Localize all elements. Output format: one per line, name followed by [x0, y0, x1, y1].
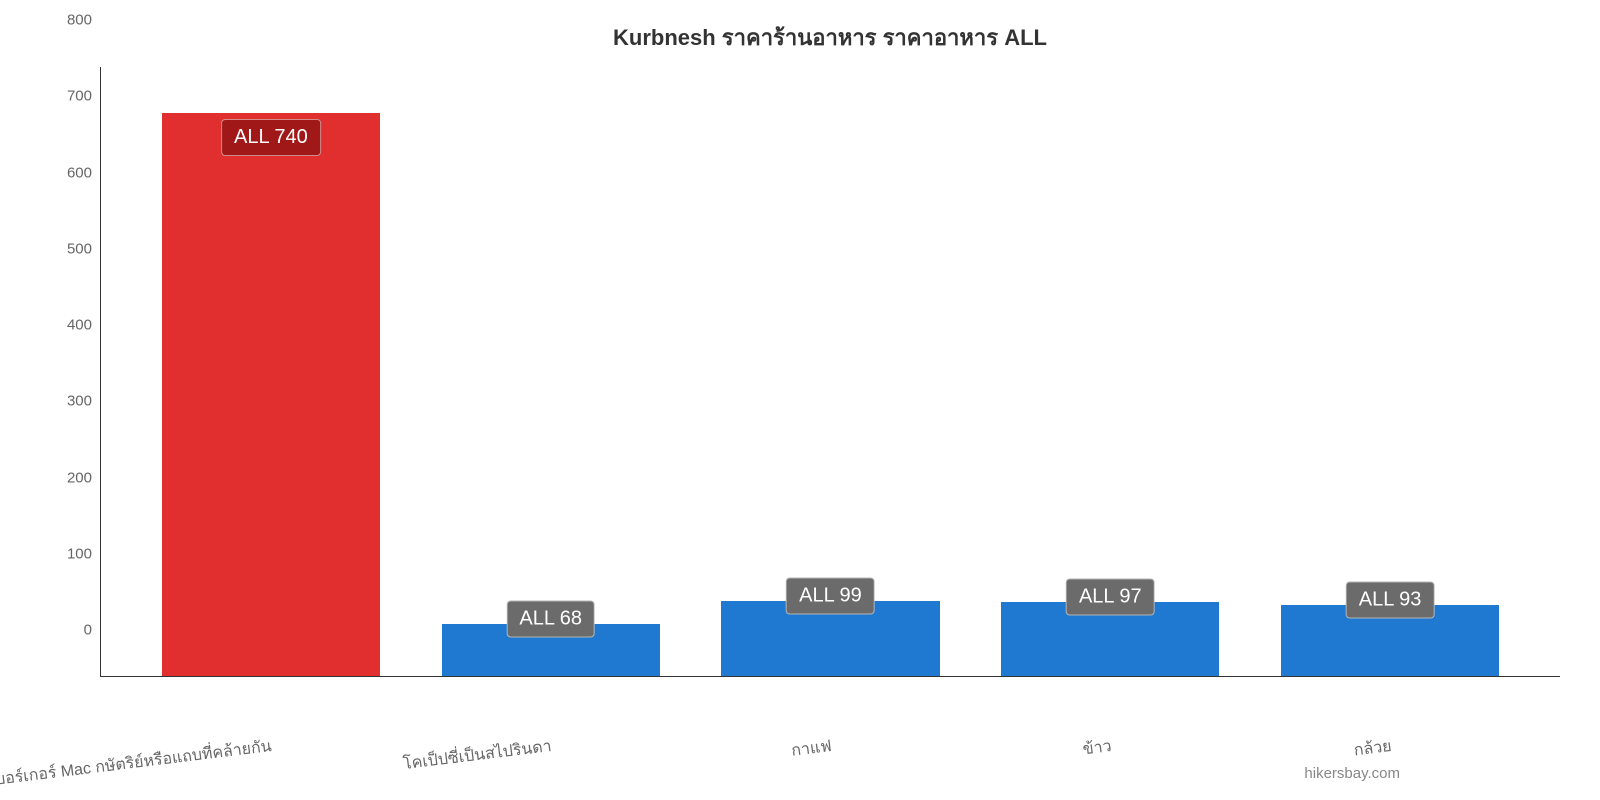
x-axis-label: กาแฟ: [690, 720, 970, 800]
x-axis-label: เบอร์เกอร์ Mac กษัตริย์หรือแถบที่คล้ายกั…: [130, 720, 410, 800]
y-tick-label: 100: [12, 545, 92, 562]
chart-container: Kurbnesh ราคาร้านอาหาร ราคาอาหาร ALL 0 10…: [0, 0, 1600, 800]
x-axis-label: กล้วย: [1250, 720, 1530, 800]
bar: ALL 740: [162, 113, 380, 676]
x-axis-labels: เบอร์เกอร์ Mac กษัตริย์หรือแถบที่คล้ายกั…: [100, 720, 1560, 800]
y-tick-label: 0: [12, 622, 92, 639]
bar-slot: ALL 93: [1250, 67, 1530, 676]
bar: ALL 97: [1001, 602, 1219, 676]
bar-slot: ALL 740: [131, 67, 411, 676]
bar-slot: ALL 97: [970, 67, 1250, 676]
chart-title: Kurbnesh ราคาร้านอาหาร ราคาอาหาร ALL: [100, 20, 1560, 55]
bar-value-badge: ALL 97: [1066, 579, 1155, 616]
bar: ALL 68: [442, 624, 660, 676]
bar-value-badge: ALL 740: [221, 119, 321, 156]
y-tick-label: 300: [12, 393, 92, 410]
bar: ALL 93: [1281, 605, 1499, 676]
bar-value-badge: ALL 99: [786, 577, 875, 614]
y-tick-label: 500: [12, 240, 92, 257]
y-axis: 0100200300400500600700800: [0, 20, 100, 630]
attribution-text: hikersbay.com: [1304, 765, 1400, 782]
bar: ALL 99: [721, 601, 939, 676]
y-tick-label: 400: [12, 317, 92, 334]
y-tick-label: 200: [12, 469, 92, 486]
y-tick-label: 700: [12, 88, 92, 105]
bar-value-badge: ALL 93: [1346, 582, 1435, 619]
x-axis-label: ข้าว: [970, 720, 1250, 800]
bar-value-badge: ALL 68: [506, 601, 595, 638]
bars-wrapper: ALL 740 ALL 68 ALL 99 ALL 97 ALL 93: [101, 67, 1560, 676]
y-tick-label: 600: [12, 164, 92, 181]
y-tick-label: 800: [12, 12, 92, 29]
x-axis-label: โคเป็ปซี่เป็นสไปรินดา: [410, 720, 690, 800]
bar-slot: ALL 99: [691, 67, 971, 676]
bar-slot: ALL 68: [411, 67, 691, 676]
plot-area: ALL 740 ALL 68 ALL 99 ALL 97 ALL 93: [100, 67, 1560, 677]
